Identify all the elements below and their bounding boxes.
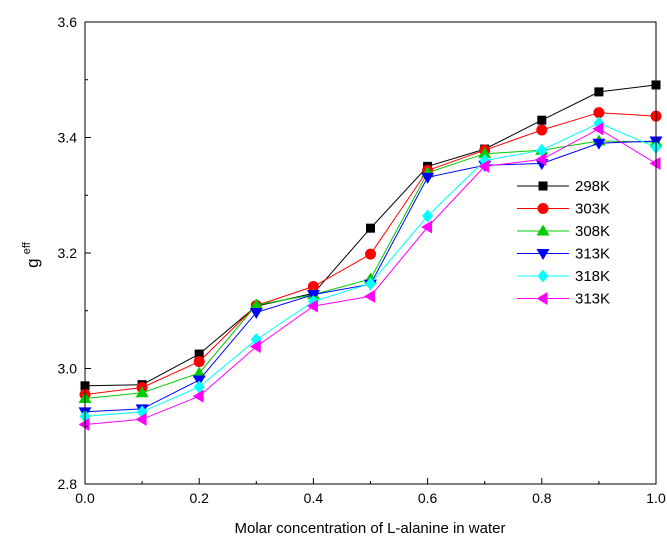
legend-label: 308K bbox=[575, 223, 610, 240]
series-line bbox=[84, 140, 657, 399]
data-point bbox=[594, 87, 604, 97]
series-layer bbox=[78, 80, 663, 432]
legend-label: 303K bbox=[575, 201, 610, 218]
data-point bbox=[78, 418, 90, 432]
legend-marker bbox=[538, 181, 548, 191]
legend-marker bbox=[536, 249, 550, 260]
legend-label: 298K bbox=[575, 178, 610, 195]
y-axis-title: g eff bbox=[21, 241, 42, 268]
data-point bbox=[421, 172, 435, 184]
y-axis-title-main: g bbox=[23, 258, 42, 267]
y-tick-label: 3.2 bbox=[58, 245, 78, 261]
data-point bbox=[537, 115, 547, 125]
data-point bbox=[249, 307, 263, 319]
data-point bbox=[592, 122, 604, 136]
series-line bbox=[84, 84, 657, 387]
ticks-layer: 0.0 0.2 0.4 0.6 0.8 1.0 2.8 3.0 3.2 3.4 3.6 bbox=[58, 14, 666, 506]
x-tick-label: 0.8 bbox=[532, 490, 552, 506]
data-point bbox=[249, 340, 261, 354]
legend-marker bbox=[537, 269, 549, 283]
legend-marker bbox=[536, 224, 550, 236]
data-point bbox=[364, 289, 375, 303]
series-1 bbox=[80, 80, 661, 391]
data-point bbox=[649, 156, 661, 170]
data-point bbox=[478, 147, 492, 159]
legend-entry: 298K bbox=[517, 178, 610, 195]
y-tick-label: 3.4 bbox=[58, 130, 78, 146]
legend-label: 313K bbox=[575, 291, 610, 308]
data-point bbox=[249, 298, 263, 310]
data-point bbox=[365, 277, 376, 291]
x-axis-title: Molar concentration of L-alanine in wate… bbox=[235, 520, 506, 537]
legend-entry: 318K bbox=[517, 268, 610, 285]
data-point bbox=[593, 107, 605, 119]
legend-label: 313K bbox=[575, 246, 610, 263]
data-point bbox=[194, 349, 204, 359]
legend-entry: 313K bbox=[517, 246, 610, 263]
x-tick-label: 0.4 bbox=[304, 490, 324, 506]
data-point bbox=[192, 389, 204, 403]
legend-marker bbox=[536, 292, 548, 305]
x-tick-label: 1.0 bbox=[646, 490, 666, 506]
legend-entry: 313K bbox=[517, 291, 610, 308]
series-6 bbox=[78, 122, 661, 432]
data-point bbox=[192, 366, 206, 378]
x-tick-label: 0.6 bbox=[418, 490, 438, 506]
data-point bbox=[535, 152, 547, 166]
x-tick-label: 0.0 bbox=[75, 490, 95, 506]
data-point bbox=[365, 248, 376, 260]
legend-marker bbox=[537, 203, 549, 214]
data-point bbox=[478, 159, 490, 173]
data-point bbox=[306, 299, 318, 313]
data-point bbox=[193, 380, 205, 394]
data-point bbox=[422, 209, 434, 223]
y-tick-label: 2.8 bbox=[58, 476, 78, 492]
data-point bbox=[135, 386, 149, 398]
data-point bbox=[193, 356, 205, 368]
data-point bbox=[421, 220, 433, 234]
data-point bbox=[536, 124, 548, 136]
data-point bbox=[592, 138, 606, 150]
legend-entry: 303K bbox=[517, 201, 610, 218]
legend-entry: 308K bbox=[517, 223, 610, 240]
x-tick-label: 0.2 bbox=[189, 490, 209, 506]
series-line bbox=[84, 122, 657, 417]
y-tick-label: 3.0 bbox=[58, 361, 78, 377]
legend-label: 318K bbox=[575, 268, 610, 285]
y-tick-label: 3.6 bbox=[58, 14, 78, 30]
y-axis-title-sup: eff bbox=[21, 241, 33, 254]
legend: 298K 303K 308K 313K 318K 313K bbox=[517, 178, 610, 308]
data-point bbox=[307, 280, 319, 292]
data-point bbox=[366, 223, 375, 233]
data-point bbox=[536, 143, 548, 157]
data-point bbox=[135, 412, 147, 426]
